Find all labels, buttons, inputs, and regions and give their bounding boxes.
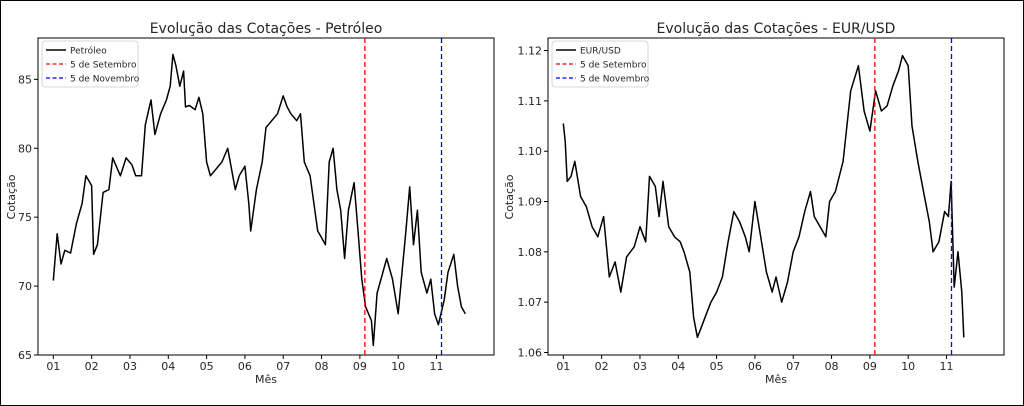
chart-title: Evolução das Cotações - EUR/USD [657,21,896,37]
x-tick-label: 07 [786,360,800,373]
x-tick-label: 01 [46,360,60,373]
x-tick-label: 11 [940,360,954,373]
legend-box [41,40,139,88]
x-tick-label: 03 [123,360,137,373]
legend-label-setembro: 5 de Setembro [70,61,137,71]
plot-area [37,37,495,356]
x-tick-label: 02 [85,360,99,373]
x-tick-label: 01 [556,360,570,373]
x-tick-label: 08 [825,360,839,373]
x-tick-label: 10 [901,360,915,373]
x-axis-ticks: 01 02 03 04 05 06 07 08 09 10 11 [46,355,444,373]
y-tick-label: 75 [18,211,32,224]
y-tick-label: 80 [18,142,32,155]
legend-label-setembro: 5 de Setembro [580,61,647,71]
y-axis-ticks: 1.06 1.07 1.08 1.09 1.10 1.11 1.12 [518,45,548,359]
y-tick-label: 1.12 [518,45,543,58]
legend: EUR/USD 5 de Setembro 5 de Novembro [551,40,650,88]
y-tick-label: 1.07 [518,296,543,309]
x-tick-label: 03 [633,360,647,373]
chart-marks [52,38,466,355]
x-axis-label: Mês [765,373,787,386]
y-tick-label: 1.10 [518,145,543,158]
legend-label-novembro: 5 de Novembro [70,75,140,85]
y-tick-label: 1.09 [518,196,543,209]
x-tick-label: 04 [161,360,175,373]
x-tick-label: 04 [671,360,685,373]
x-tick-label: 05 [200,360,214,373]
x-tick-label: 10 [391,360,405,373]
chart-marks [562,38,965,355]
series-line [52,53,466,347]
x-tick-label: 08 [315,360,329,373]
legend-label-novembro: 5 de Novembro [580,75,650,85]
y-tick-label: 65 [18,349,32,362]
legend-box [551,40,649,88]
x-tick-label: 11 [430,360,444,373]
x-tick-label: 05 [710,360,724,373]
y-tick-label: 1.11 [518,95,543,108]
x-tick-label: 07 [276,360,290,373]
x-axis-label: Mês [255,373,277,386]
x-tick-label: 06 [748,360,762,373]
y-tick-label: 70 [18,280,32,293]
chart-eurusd: Evolução das Cotações - EUR/USD 1.06 1.07… [503,21,1005,386]
legend: Petróleo 5 de Setembro 5 de Novembro [41,40,140,88]
chart-title: Evolução das Cotações - Petróleo [150,21,383,37]
y-axis-label: Cotação [503,174,516,219]
x-axis-ticks: 01 02 03 04 05 06 07 08 09 10 11 [556,355,954,373]
y-tick-label: 1.06 [518,346,543,359]
y-axis-ticks: 65 70 75 80 85 [18,73,38,362]
plot-area [547,37,1005,356]
legend-label-series: EUR/USD [580,47,621,57]
chart-petroleo: Evolução das Cotações - Petróleo 65 70 75 8… [5,21,495,386]
x-tick-label: 06 [238,360,252,373]
y-tick-label: 1.08 [518,246,543,259]
legend-label-series: Petróleo [70,46,107,57]
series-line [562,54,965,339]
x-tick-label: 09 [863,360,877,373]
y-tick-label: 85 [18,73,32,86]
x-tick-label: 09 [353,360,367,373]
y-axis-label: Cotação [5,174,18,219]
x-tick-label: 02 [595,360,609,373]
